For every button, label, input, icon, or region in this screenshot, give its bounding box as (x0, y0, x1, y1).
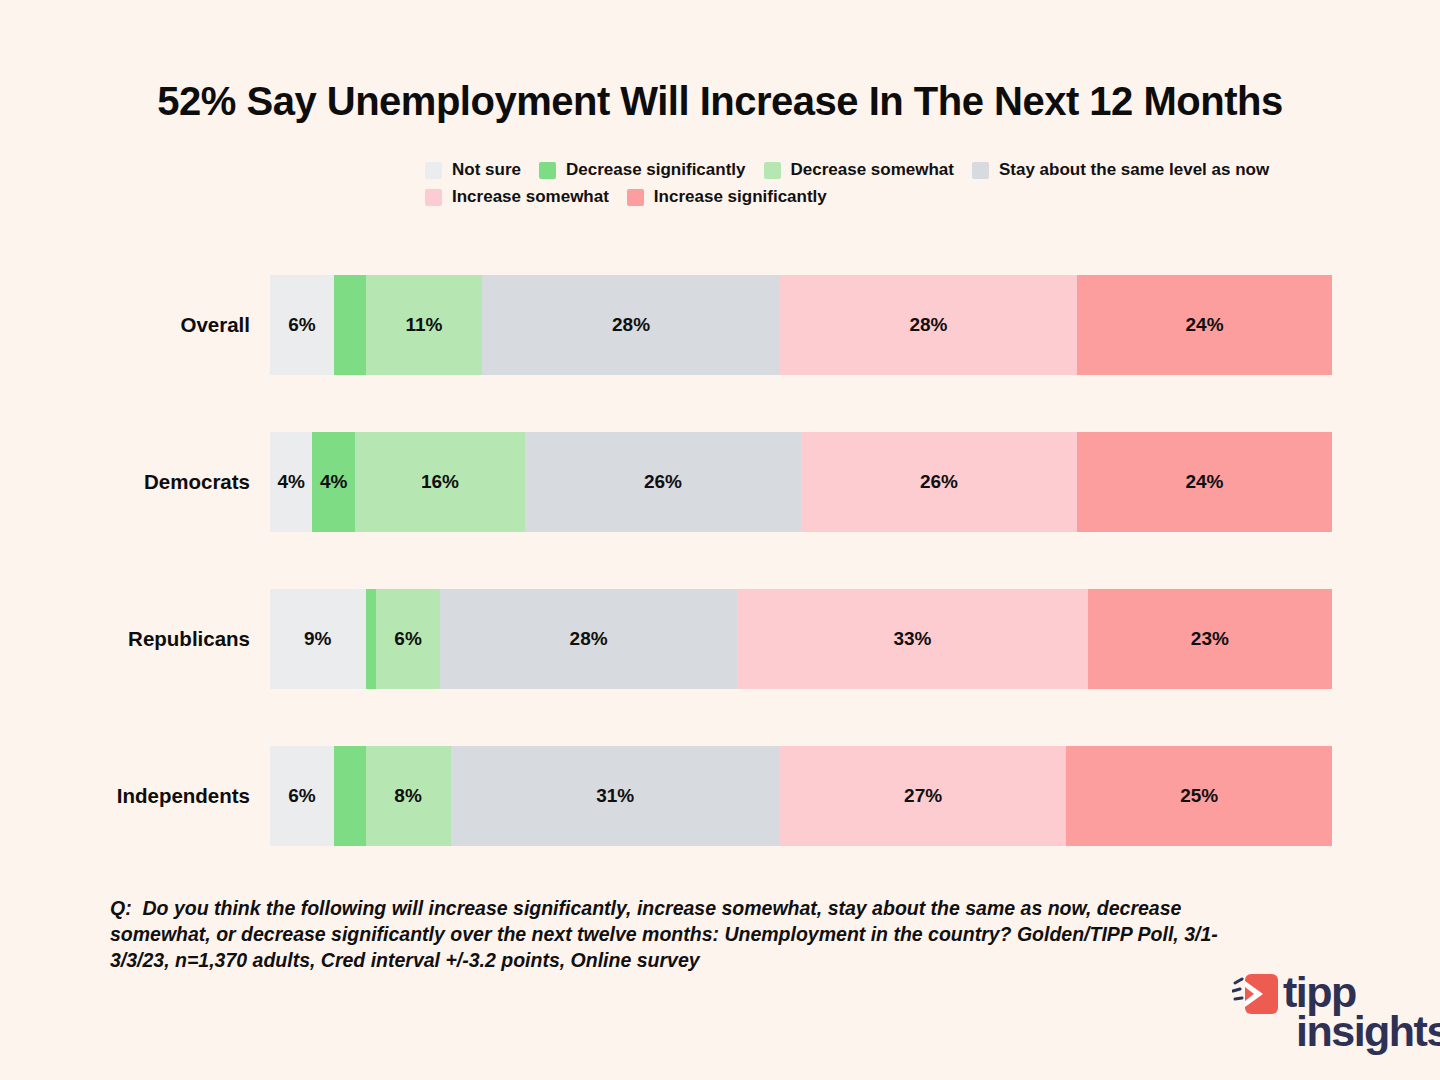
legend-item-decrease-somewhat: Decrease somewhat (764, 160, 954, 180)
bar-row-overall: Overall 6% 11% 28% 28% 24% (0, 275, 1332, 375)
value-label: 16% (421, 471, 459, 493)
legend-item-not-sure: Not sure (425, 160, 521, 180)
value-label: 4% (320, 471, 347, 493)
value-label: 28% (612, 314, 650, 336)
value-label: 28% (570, 628, 608, 650)
bar-segment-stay-about-the-same-level-as-now: 28% (440, 589, 737, 689)
legend-label: Increase significantly (654, 187, 827, 207)
chart-canvas: 52% Say Unemployment Will Increase In Th… (0, 0, 1440, 1080)
category-label: Republicans (0, 627, 250, 651)
legend-swatch-icon (425, 162, 442, 179)
legend-label: Not sure (452, 160, 521, 180)
legend-item-increase-somewhat: Increase somewhat (425, 187, 609, 207)
legend-item-decrease-significantly: Decrease significantly (539, 160, 746, 180)
value-label: 28% (909, 314, 947, 336)
value-label: 6% (288, 785, 315, 807)
value-label: 6% (394, 628, 421, 650)
bar-segment-stay-about-the-same-level-as-now: 26% (525, 432, 801, 532)
value-label: 27% (904, 785, 942, 807)
bar-row-independents: Independents 6% 8% 31% 27% 25% (0, 746, 1332, 846)
chart-title: 52% Say Unemployment Will Increase In Th… (0, 79, 1440, 124)
value-label: 9% (304, 628, 331, 650)
bar-segment-not-sure: 9% (270, 589, 366, 689)
bar-segment-increase-significantly: 25% (1066, 746, 1332, 846)
tipp-insights-logo: tipp insights (1232, 972, 1440, 1051)
bar-segment-not-sure: 6% (270, 275, 334, 375)
legend-item-increase-significantly: Increase significantly (627, 187, 827, 207)
bar-segment-decrease-somewhat: 11% (366, 275, 483, 375)
bar-row-democrats: Democrats 4% 4% 16% 26% 26% 24% (0, 432, 1332, 532)
value-label: 26% (920, 471, 958, 493)
bar-segment-stay-about-the-same-level-as-now: 31% (451, 746, 780, 846)
value-label: 31% (596, 785, 634, 807)
bar-segment-stay-about-the-same-level-as-now: 28% (482, 275, 779, 375)
value-label: 8% (394, 785, 421, 807)
legend: Not sure Decrease significantly Decrease s… (425, 160, 1365, 207)
value-label: 26% (644, 471, 682, 493)
logo-row: insights (1296, 1011, 1440, 1051)
logo-word-tipp: tipp (1283, 972, 1356, 1012)
bar-segment-decrease-significantly: 4% (312, 432, 354, 532)
bar-segment-decrease-significantly (334, 746, 366, 846)
value-label: 33% (893, 628, 931, 650)
legend-swatch-icon (539, 162, 556, 179)
legend-label: Decrease significantly (566, 160, 746, 180)
category-label: Overall (0, 313, 250, 337)
value-label: 24% (1186, 314, 1224, 336)
legend-swatch-icon (764, 162, 781, 179)
footnote: Q: Do you think the following will incre… (110, 895, 1275, 973)
category-label: Democrats (0, 470, 250, 494)
bar-segment-not-sure: 4% (270, 432, 312, 532)
bar-segment-decrease-somewhat: 16% (355, 432, 525, 532)
stacked-bar-chart: Overall 6% 11% 28% 28% 24% Democrats 4% 4% 16% 26%… (0, 275, 1332, 903)
value-label: 11% (405, 314, 442, 336)
legend-label: Decrease somewhat (791, 160, 954, 180)
bar-segment-increase-significantly: 24% (1077, 275, 1332, 375)
bar-segment-increase-somewhat: 28% (780, 275, 1077, 375)
stacked-bar: 4% 4% 16% 26% 26% 24% (270, 432, 1332, 532)
bar-row-republicans: Republicans 9% 6% 28% 33% 23% (0, 589, 1332, 689)
legend-item-stay-about-the-same-level-as-now: Stay about the same level as now (972, 160, 1269, 180)
bar-segment-increase-significantly: 24% (1077, 432, 1332, 532)
legend-swatch-icon (972, 162, 989, 179)
bar-segment-decrease-somewhat: 6% (376, 589, 440, 689)
bar-segment-increase-somewhat: 27% (780, 746, 1067, 846)
bar-segment-decrease-significantly (334, 275, 366, 375)
legend-swatch-icon (627, 189, 644, 206)
bar-segment-increase-somewhat: 26% (801, 432, 1077, 532)
bar-segment-increase-significantly: 23% (1088, 589, 1332, 689)
stacked-bar: 9% 6% 28% 33% 23% (270, 589, 1332, 689)
value-label: 23% (1191, 628, 1229, 650)
tipp-arrow-icon (1232, 972, 1278, 1018)
stacked-bar: 6% 8% 31% 27% 25% (270, 746, 1332, 846)
value-label: 24% (1185, 471, 1223, 493)
legend-swatch-icon (425, 189, 442, 206)
logo-word-insights: insights (1296, 1007, 1440, 1055)
value-label: 6% (288, 314, 315, 336)
legend-label: Increase somewhat (452, 187, 609, 207)
value-label: 4% (278, 471, 305, 493)
bar-segment-not-sure: 6% (270, 746, 334, 846)
bar-segment-increase-somewhat: 33% (737, 589, 1087, 689)
stacked-bar: 6% 11% 28% 28% 24% (270, 275, 1332, 375)
category-label: Independents (0, 784, 250, 808)
bar-segment-decrease-somewhat: 8% (366, 746, 451, 846)
bar-segment-decrease-significantly (366, 589, 377, 689)
value-label: 25% (1180, 785, 1218, 807)
legend-label: Stay about the same level as now (999, 160, 1269, 180)
